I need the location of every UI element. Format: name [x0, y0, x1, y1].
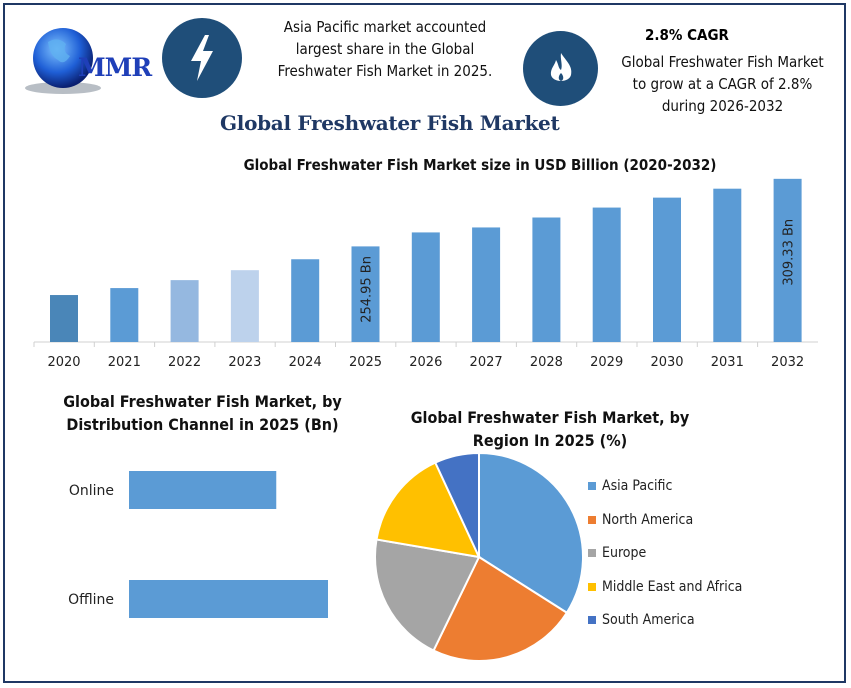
bar-online [129, 471, 277, 509]
legend-swatch [588, 616, 596, 624]
x-tick-label: 2030 [650, 355, 683, 370]
cagr-line: Global Freshwater Fish Market [621, 53, 824, 71]
market-size-chart-title: Global Freshwater Fish Market size in US… [243, 156, 717, 174]
x-tick-label: 2023 [228, 355, 261, 370]
x-tick-label: 2022 [168, 355, 201, 370]
bar-2024 [291, 259, 320, 342]
legend-swatch [588, 482, 596, 490]
bar-2032 [773, 178, 802, 342]
bar-2025 [351, 246, 380, 342]
globe-icon [25, 28, 101, 94]
x-tick-label: 2024 [289, 355, 322, 370]
bar-2023 [230, 270, 259, 342]
distribution-bar-chart: Online Offline [68, 471, 328, 618]
legend-item: South America [588, 612, 695, 628]
legend-item: Asia Pacific [588, 478, 672, 494]
x-tick-label: 2031 [711, 355, 744, 370]
market-size-bar-chart: 2020 2021 2022 2023 2024 2025 254.95 Bn 2026 202… [33, 178, 818, 370]
page-title: Global Freshwater Fish Market [220, 111, 560, 135]
x-tick-label: 2025 [349, 355, 382, 370]
pie-slice-middle-east-and-africa [375, 461, 481, 559]
bar-2020 [50, 295, 78, 342]
bar-2029 [592, 207, 621, 342]
highlight-1-line: Asia Pacific market accounted [283, 18, 487, 36]
legend-label: Middle East and Africa [602, 578, 743, 595]
infographic-frame [3, 3, 846, 683]
legend-swatch [588, 515, 596, 524]
bar-2021 [110, 288, 139, 342]
legend-swatch [588, 549, 596, 557]
cagr-text: Global Freshwater Fish Market to grow at… [600, 51, 845, 117]
distribution-title-line: Global Freshwater Fish Market, by [63, 392, 342, 411]
bar-2028 [532, 217, 561, 342]
legend-label: Europe [602, 545, 647, 561]
cagr-line: to grow at a CAGR of 2.8% [632, 75, 813, 93]
legend-label: South America [602, 612, 695, 628]
region-title-line: Region In 2025 (%) [472, 431, 628, 450]
legend-item: Europe [588, 545, 646, 561]
x-tick-label: 2032 [771, 355, 804, 370]
legend-swatch [588, 582, 596, 591]
mmr-logo: MMR [18, 20, 158, 100]
legend-label: North America [602, 511, 694, 528]
x-tick-label: 2027 [470, 355, 503, 370]
data-label-2025: 254.95 Bn [360, 256, 375, 323]
logo-text: MMR [78, 53, 152, 82]
highlight-1-line: Freshwater Fish Market in 2025. [277, 62, 493, 80]
highlight-1-line: largest share in the Global [295, 40, 475, 58]
region-title-line: Global Freshwater Fish Market, by [410, 408, 690, 427]
bar-2022 [170, 280, 199, 342]
pie-slice-south-america [433, 451, 480, 558]
distribution-title-line: Distribution Channel in 2025 (Bn) [66, 415, 339, 434]
x-tick-label: 2020 [47, 355, 80, 370]
legend-label: Asia Pacific [602, 478, 673, 494]
bar-2031 [713, 188, 742, 342]
bar-2030 [653, 197, 681, 342]
bar-2026 [411, 232, 440, 342]
pie-slice-europe [374, 538, 481, 652]
highlight-icon-circle [162, 18, 242, 98]
x-tick-label: 2026 [409, 355, 442, 370]
x-tick-label: 2028 [530, 355, 563, 370]
region-pie-chart [374, 451, 584, 662]
legend-item: North America [588, 512, 693, 528]
region-chart-title: Global Freshwater Fish Market, by Region… [390, 406, 710, 452]
flame-icon [550, 52, 571, 81]
cagr-line: during 2026-2032 [661, 97, 784, 115]
lightning-bolt-icon [191, 35, 213, 81]
category-label: Online [69, 483, 114, 499]
legend-item: Middle East and Africa [588, 579, 742, 595]
bar-2027 [472, 227, 501, 342]
distribution-chart-title: Global Freshwater Fish Market, by Distri… [30, 390, 375, 436]
data-label-2032: 309.33 Bn [782, 219, 797, 286]
highlight-1-text: Asia Pacific market accounted largest sh… [250, 16, 520, 82]
category-label: Offline [68, 592, 114, 608]
cagr-heading: 2.8% CAGR [645, 26, 729, 44]
cagr-icon-circle [523, 31, 598, 106]
bar-offline [129, 580, 328, 618]
x-tick-label: 2029 [590, 355, 623, 370]
x-tick-label: 2021 [108, 355, 141, 370]
